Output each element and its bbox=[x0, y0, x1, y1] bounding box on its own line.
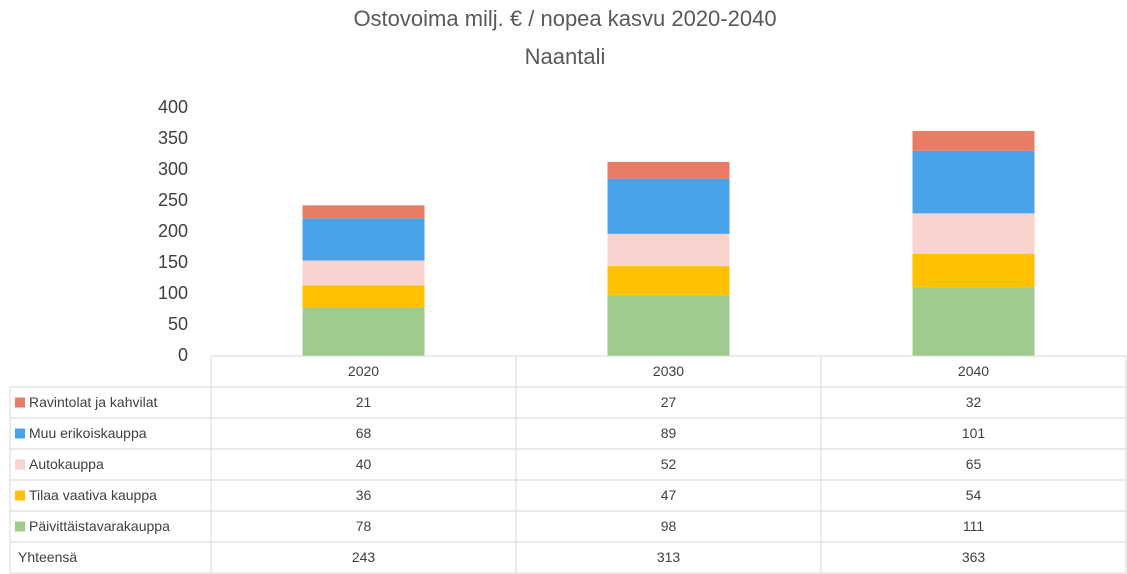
table-cell: 313 bbox=[657, 549, 681, 565]
legend-swatch bbox=[15, 397, 25, 408]
table-row-label: Päivittäistavarakauppa bbox=[29, 518, 170, 534]
y-tick-label: 300 bbox=[158, 159, 188, 179]
table-cell: 78 bbox=[356, 518, 372, 534]
table-cell: 98 bbox=[661, 518, 677, 534]
y-tick-label: 0 bbox=[178, 345, 188, 365]
table-cell: 65 bbox=[966, 456, 982, 472]
bar-segment bbox=[302, 307, 425, 356]
bar-segment bbox=[607, 266, 730, 296]
table-row-label: Autokauppa bbox=[29, 456, 104, 472]
legend-swatch bbox=[15, 428, 25, 439]
table-cell: 52 bbox=[661, 456, 677, 472]
bar-segment bbox=[607, 295, 730, 356]
bar-segment bbox=[607, 161, 730, 179]
y-tick-label: 200 bbox=[158, 221, 188, 241]
x-tick-label: 2030 bbox=[653, 363, 684, 379]
y-tick-label: 350 bbox=[158, 128, 188, 148]
table-cell: 40 bbox=[356, 456, 372, 472]
bar-segment bbox=[912, 130, 1035, 151]
bar-segment bbox=[912, 150, 1035, 214]
table-row-label: Tilaa vaativa kauppa bbox=[29, 487, 157, 503]
legend-swatch bbox=[15, 521, 25, 532]
y-tick-label: 50 bbox=[168, 314, 188, 334]
y-tick-label: 400 bbox=[158, 97, 188, 117]
table-cell: 54 bbox=[966, 487, 982, 503]
bar-segment bbox=[302, 205, 425, 219]
bar-segment bbox=[912, 253, 1035, 288]
table-cell: 363 bbox=[962, 549, 986, 565]
chart-subtitle: Naantali bbox=[525, 44, 606, 69]
table-cell: 89 bbox=[661, 425, 677, 441]
x-tick-label: 2040 bbox=[958, 363, 989, 379]
bar-segment bbox=[912, 213, 1035, 254]
chart-title: Ostovoima milj. € / nopea kasvu 2020-204… bbox=[353, 6, 776, 31]
table-cell: 27 bbox=[661, 394, 677, 410]
table-cell: 32 bbox=[966, 394, 982, 410]
table-cell: 111 bbox=[963, 518, 984, 534]
table-cell: 68 bbox=[356, 425, 372, 441]
y-tick-label: 250 bbox=[158, 190, 188, 210]
table-cell: 21 bbox=[356, 394, 372, 410]
y-tick-label: 150 bbox=[158, 252, 188, 272]
x-tick-label: 2020 bbox=[348, 363, 379, 379]
table-cell: 243 bbox=[352, 549, 376, 565]
bar-segment bbox=[607, 233, 730, 267]
table-row-label: Ravintolat ja kahvilat bbox=[29, 394, 158, 410]
table-cell: 47 bbox=[661, 487, 677, 503]
legend-swatch bbox=[15, 490, 25, 501]
legend-swatch bbox=[15, 459, 25, 470]
table-cell: 101 bbox=[962, 425, 986, 441]
bar-segment bbox=[912, 287, 1035, 356]
bar-segment bbox=[302, 285, 425, 308]
bar-segment bbox=[607, 178, 730, 234]
y-tick-label: 100 bbox=[158, 283, 188, 303]
bar-segment bbox=[302, 218, 425, 261]
table-cell: 36 bbox=[356, 487, 372, 503]
bar-segment bbox=[302, 260, 425, 286]
table-row-label: Yhteensä bbox=[18, 549, 77, 565]
table-row-label: Muu erikoiskauppa bbox=[29, 425, 147, 441]
